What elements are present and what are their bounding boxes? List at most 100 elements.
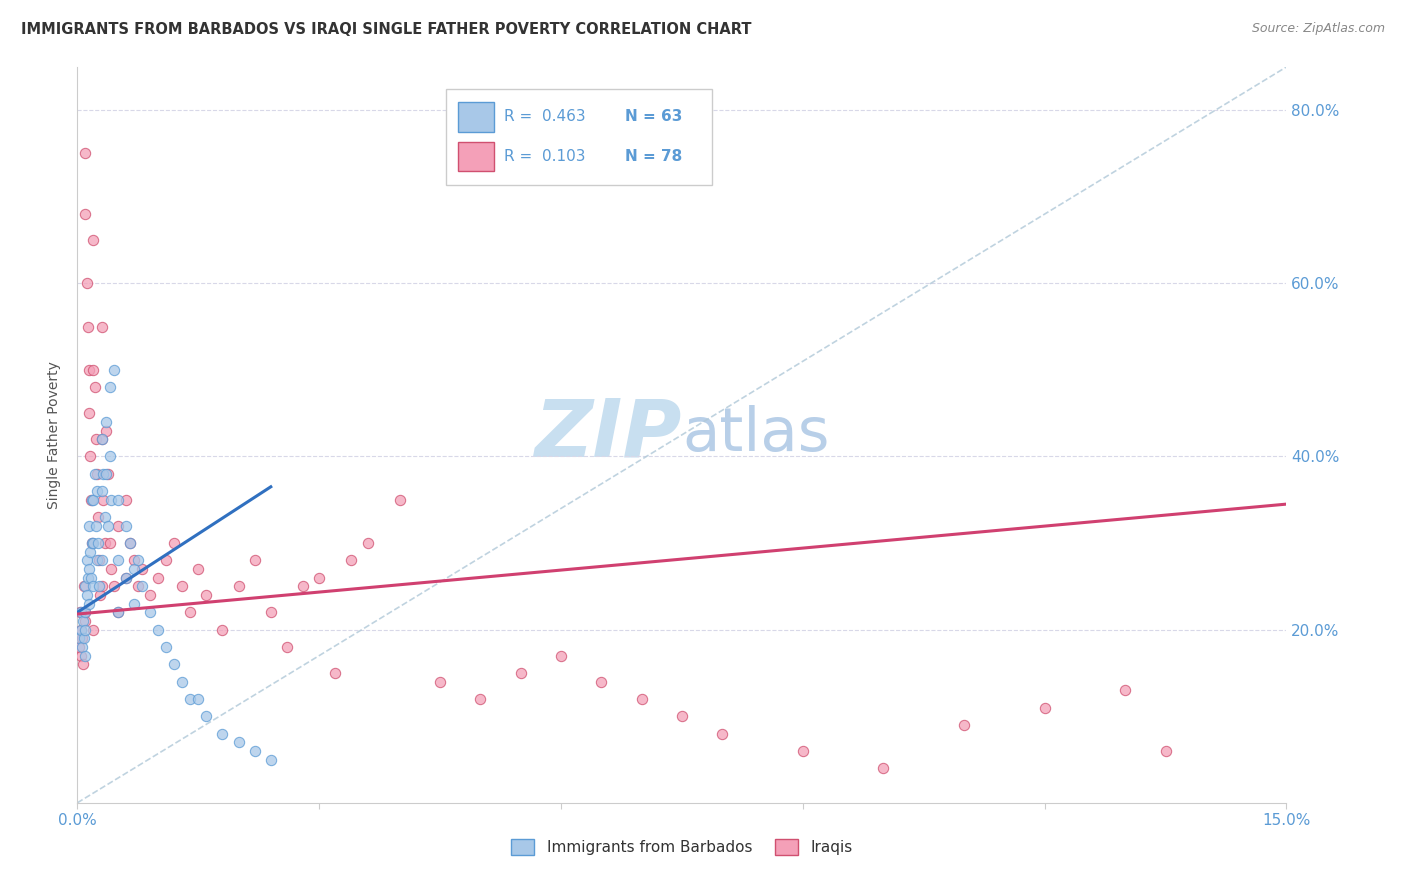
Point [79, 545, 101, 559]
Point [94, 424, 117, 438]
FancyBboxPatch shape [446, 89, 713, 185]
Point [73, 614, 96, 628]
Point [90, 432, 112, 446]
Point [127, 579, 149, 593]
Y-axis label: Single Father Poverty: Single Father Poverty [48, 361, 62, 508]
Point [96, 467, 118, 481]
Point [86, 484, 108, 499]
Point [509, 665, 531, 680]
Point [114, 518, 136, 533]
Text: atlas: atlas [682, 405, 830, 465]
Point [72, 614, 94, 628]
Legend: Immigrants from Barbados, Iraqis: Immigrants from Barbados, Iraqis [505, 833, 859, 862]
Point [711, 726, 734, 740]
Point [72, 657, 94, 672]
Point [122, 562, 145, 576]
Point [872, 761, 894, 775]
Point [114, 571, 136, 585]
Point [323, 665, 346, 680]
Point [1033, 700, 1056, 714]
Point [75, 605, 97, 619]
Point [172, 579, 194, 593]
Point [93, 510, 115, 524]
Point [84, 432, 107, 446]
Point [75, 579, 97, 593]
Point [118, 536, 141, 550]
Point [100, 492, 122, 507]
Point [67, 632, 90, 646]
Point [86, 553, 108, 567]
Point [131, 579, 153, 593]
Point [163, 536, 186, 550]
Point [103, 579, 125, 593]
Point [591, 674, 613, 689]
Point [77, 363, 100, 377]
Point [73, 632, 96, 646]
Point [82, 623, 104, 637]
FancyBboxPatch shape [458, 103, 495, 132]
Point [80, 536, 103, 550]
Point [340, 553, 363, 567]
Point [90, 432, 112, 446]
Point [93, 536, 115, 550]
Point [146, 623, 169, 637]
Point [79, 450, 101, 464]
Point [76, 571, 98, 585]
Point [82, 233, 104, 247]
Point [243, 744, 266, 758]
Point [90, 319, 112, 334]
Point [84, 467, 107, 481]
Point [94, 415, 117, 429]
Point [80, 492, 103, 507]
Point [630, 692, 652, 706]
Point [122, 597, 145, 611]
Point [103, 363, 125, 377]
Point [70, 632, 93, 646]
Point [73, 648, 96, 663]
Point [70, 623, 93, 637]
Point [114, 492, 136, 507]
Point [388, 492, 411, 507]
Point [69, 605, 91, 619]
Point [356, 536, 378, 550]
Point [172, 674, 194, 689]
Point [67, 640, 90, 654]
Point [98, 450, 121, 464]
Point [228, 735, 250, 749]
Point [75, 623, 97, 637]
Point [179, 605, 201, 619]
Text: N = 63: N = 63 [626, 110, 682, 125]
Point [260, 752, 283, 766]
Point [118, 536, 141, 550]
Point [155, 640, 177, 654]
Point [91, 492, 114, 507]
Point [107, 605, 129, 619]
Point [69, 648, 91, 663]
Point [114, 571, 136, 585]
Point [163, 657, 186, 672]
Point [90, 553, 112, 567]
Point [82, 363, 104, 377]
Point [90, 484, 112, 499]
Point [70, 640, 93, 654]
Point [75, 605, 97, 619]
Point [77, 597, 100, 611]
Point [82, 579, 104, 593]
Point [228, 579, 250, 593]
Point [97, 467, 120, 481]
Point [122, 553, 145, 567]
Point [76, 277, 98, 291]
Point [91, 467, 114, 481]
Point [107, 492, 129, 507]
Point [792, 744, 814, 758]
Point [87, 553, 110, 567]
Point [84, 518, 107, 533]
Text: IMMIGRANTS FROM BARBADOS VS IRAQI SINGLE FATHER POVERTY CORRELATION CHART: IMMIGRANTS FROM BARBADOS VS IRAQI SINGLE… [21, 22, 752, 37]
Point [76, 588, 98, 602]
Point [211, 726, 233, 740]
Point [80, 571, 103, 585]
Point [195, 588, 218, 602]
Point [1154, 744, 1177, 758]
Point [195, 709, 218, 723]
Point [75, 146, 97, 161]
